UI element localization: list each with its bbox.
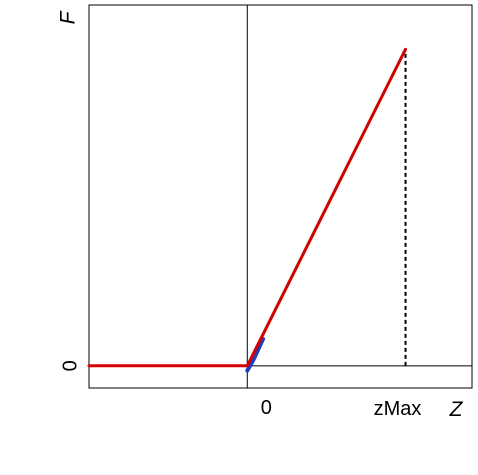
x-tick-zmax: zMax	[374, 398, 422, 420]
series-line-red	[87, 47, 407, 368]
series-line-blue	[245, 336, 266, 373]
series-layer	[87, 47, 407, 373]
plot-frame	[88, 4, 473, 389]
y-axis-label: F	[57, 10, 80, 24]
x-tick-0: 0	[261, 397, 272, 419]
y-tick-0: 0	[59, 360, 81, 371]
x-axis-label: Z	[449, 398, 464, 421]
